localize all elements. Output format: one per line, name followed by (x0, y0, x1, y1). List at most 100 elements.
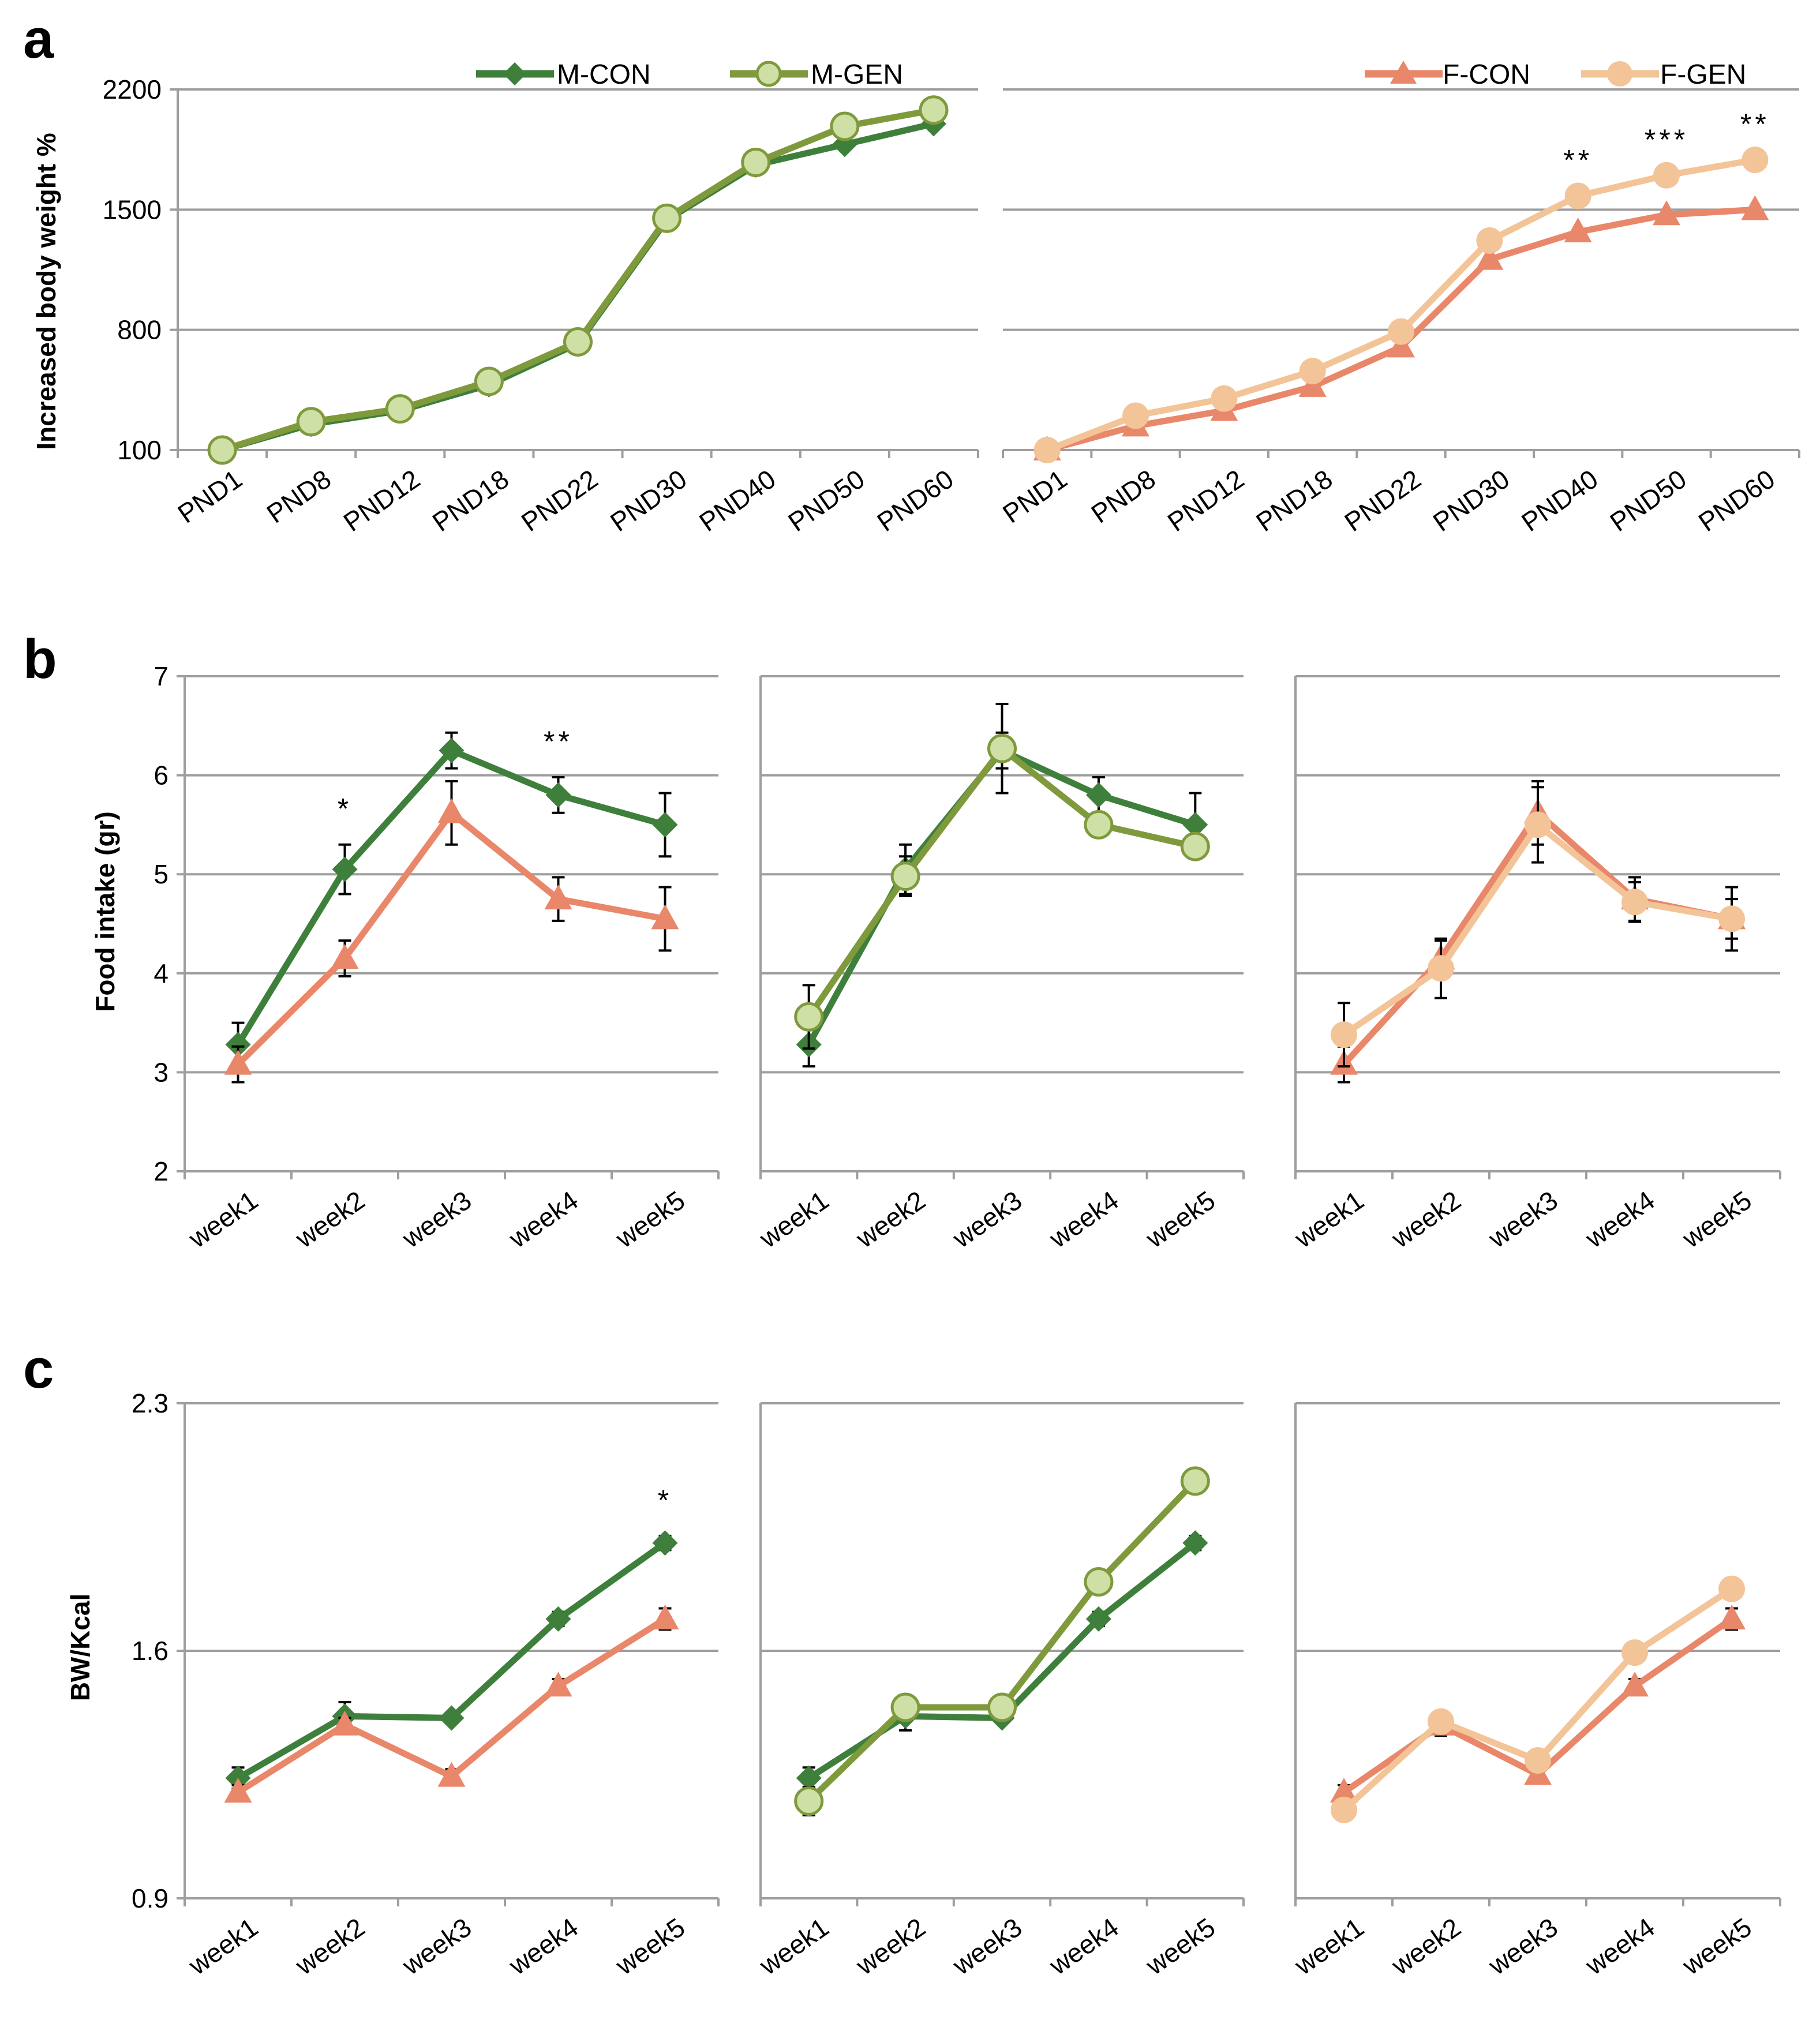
x-tick-label: week4 (1579, 1185, 1660, 1254)
data-point-m-gen (987, 1692, 1017, 1722)
significance-marker: * (658, 1484, 672, 1516)
y-axis-title-a: Increased body weight % (31, 133, 61, 450)
x-tick-label: week1 (183, 1912, 264, 1981)
data-point-f-con (1621, 1672, 1649, 1697)
data-point-m-gen (890, 1692, 920, 1722)
y-tick-label: 3 (153, 1057, 168, 1087)
panel-label-c: c (23, 1338, 54, 1400)
data-point-f-con (1564, 218, 1592, 243)
x-tick-label: week4 (503, 1912, 584, 1981)
data-point-f-gen (1718, 905, 1745, 932)
data-point-f-con (331, 944, 359, 969)
x-tick-label: week1 (1289, 1912, 1369, 1981)
plot-c-male: week1 week2 week3 week4 week5 (754, 1402, 1245, 1981)
legend-marker-f-gen (1607, 61, 1632, 87)
data-point-f-con (437, 1762, 466, 1787)
legend-label-f-gen: F-GEN (1660, 59, 1746, 90)
series-line-m-gen (221, 107, 934, 454)
panel-label-a: a (23, 8, 54, 70)
x-tick-label: PND50 (782, 464, 870, 538)
x-tick-label: week5 (1676, 1185, 1757, 1254)
legend-item-m-con: M-CON (476, 59, 651, 90)
x-tick-label: week1 (183, 1185, 264, 1254)
data-point-m-con (225, 1032, 251, 1058)
y-tick-label: 2.3 (132, 1388, 168, 1418)
data-point-f-gen (1621, 1639, 1648, 1666)
x-tick-label: PND12 (338, 464, 425, 538)
series-line-f-gen (1046, 156, 1756, 454)
x-tick-label: PND50 (1604, 464, 1691, 538)
data-point-m-gen (741, 147, 771, 177)
data-point-m-gen (987, 733, 1017, 763)
data-point-m-gen (296, 407, 326, 437)
x-tick-label: week1 (754, 1185, 834, 1254)
series-line-m-con (221, 121, 935, 454)
x-tick-label: PND18 (427, 464, 514, 538)
y-tick-label: 1.6 (132, 1636, 168, 1666)
data-point-m-con (1085, 1606, 1111, 1632)
data-point-m-gen (830, 111, 860, 141)
data-point-f-gen (1525, 1747, 1551, 1774)
x-tick-label: PND30 (1428, 464, 1515, 538)
data-point-f-gen (1299, 358, 1326, 385)
data-point-f-con (1298, 372, 1327, 397)
data-point-f-con (1476, 245, 1504, 270)
plot-a-female: PND1 PND8 PND12 PND18 PND22 PND30 PND40 PND50 PN… (997, 88, 1800, 538)
x-tick-label: week3 (947, 1912, 1028, 1981)
data-point-m-con (439, 737, 465, 763)
significance-marker: * (338, 793, 352, 825)
data-point-f-gen (1718, 1575, 1745, 1602)
data-point-m-gen (385, 394, 415, 424)
x-tick-label: PND22 (516, 464, 603, 538)
data-point-f-con (331, 1710, 359, 1736)
legend-marker-m-con (503, 62, 526, 85)
data-point-m-gen (919, 95, 949, 125)
data-point-m-con (1085, 782, 1111, 808)
y-axis-title-c: BW/Kcal (65, 1594, 95, 1702)
data-point-f-gen (1122, 402, 1149, 429)
data-point-f-con (224, 1050, 252, 1075)
legend-marker-m-gen (755, 61, 782, 87)
series-line-m-gen (806, 1479, 1198, 1804)
data-point-f-con (1718, 1604, 1746, 1629)
plot-b-female: week1 week2 week3 week4 week5 (1289, 675, 1781, 1254)
x-tick-label: week5 (610, 1185, 691, 1254)
x-tick-label: week3 (947, 1185, 1028, 1254)
x-tick-label: PND12 (1162, 464, 1249, 538)
data-point-f-gen (1621, 889, 1648, 916)
data-point-m-con (332, 856, 358, 882)
data-point-m-con (545, 1606, 571, 1632)
significance-marker: ** (1740, 108, 1770, 140)
x-tick-label: week2 (1385, 1185, 1466, 1254)
y-tick-label: 2 (153, 1156, 168, 1186)
data-point-f-gen (1331, 1796, 1357, 1823)
y-tick-label: 4 (153, 958, 168, 988)
x-tick-label: week5 (1676, 1912, 1757, 1981)
x-tick-label: PND40 (1516, 464, 1603, 538)
data-point-f-gen (1742, 147, 1769, 174)
data-point-m-con (652, 1530, 678, 1556)
significance-marker: ** (544, 725, 573, 758)
data-point-f-gen (1388, 318, 1414, 345)
significance-marker: *** (1645, 123, 1688, 156)
data-point-m-gen (1084, 810, 1114, 840)
series-line-m-con (806, 747, 1196, 1047)
x-tick-label: PND30 (605, 464, 692, 538)
data-point-f-con (437, 798, 466, 823)
x-tick-label: week3 (1482, 1912, 1563, 1981)
data-point-f-con (224, 1778, 252, 1803)
legend-item-f-con: F-CON (1365, 59, 1530, 90)
data-point-m-gen (890, 861, 920, 891)
data-point-f-gen (1564, 182, 1591, 209)
data-point-f-con (651, 1604, 679, 1629)
x-tick-label: week4 (1579, 1912, 1660, 1981)
plot-c-con: 0.9 1.6 2.3 week1 week2 week3 week4 week5 * (132, 1388, 720, 1981)
data-point-f-con (1653, 200, 1680, 226)
y-tick-label: 100 (117, 435, 162, 465)
x-tick-label: week2 (1385, 1912, 1466, 1981)
data-point-f-con (544, 885, 572, 910)
data-point-m-gen (1084, 1567, 1114, 1597)
x-tick-label: week3 (396, 1185, 477, 1254)
